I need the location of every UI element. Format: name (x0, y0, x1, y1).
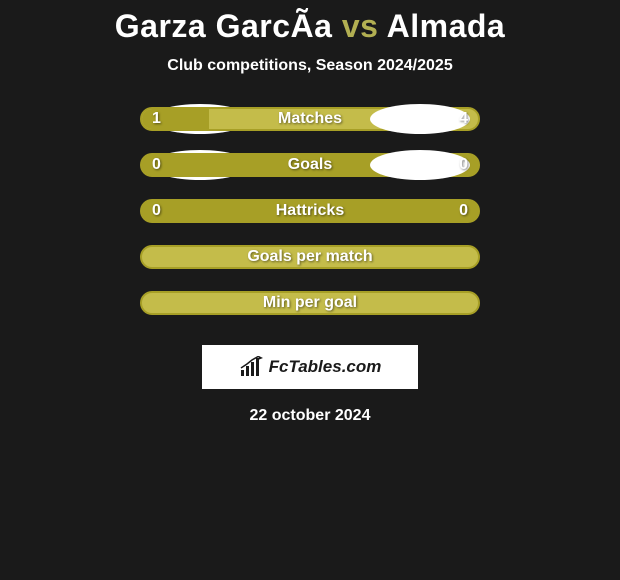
stat-bar: Goals per match (140, 245, 480, 269)
chart-icon (239, 356, 265, 378)
subtitle: Club competitions, Season 2024/2025 (167, 57, 452, 75)
stat-bar: 00Goals (140, 153, 480, 177)
stat-label: Hattricks (142, 202, 478, 220)
logo-text: FcTables.com (269, 357, 382, 377)
stat-row: 00Hattricks (140, 199, 480, 223)
stat-row: 00Goals (140, 153, 480, 177)
title-player2: Almada (387, 8, 506, 44)
title-player1: Garza GarcÃa (115, 8, 333, 44)
stat-label: Min per goal (142, 294, 478, 312)
stat-bar: Min per goal (140, 291, 480, 315)
stat-row: 14Matches (140, 107, 480, 131)
page-title: Garza GarcÃa vs Almada (115, 8, 505, 45)
comparison-container: Garza GarcÃa vs Almada Club competitions… (0, 0, 620, 580)
bars-list: 14Matches 00Goals 00Hattricks Goals per mat… (140, 107, 480, 337)
stat-label: Goals per match (142, 248, 478, 266)
stat-label: Goals (142, 156, 478, 174)
stat-label: Matches (142, 110, 478, 128)
date-label: 22 october 2024 (250, 407, 371, 425)
stat-row: Goals per match (140, 245, 480, 269)
stat-bar: 14Matches (140, 107, 480, 131)
source-logo: FcTables.com (202, 345, 418, 389)
stat-row: Min per goal (140, 291, 480, 315)
stat-bar: 00Hattricks (140, 199, 480, 223)
title-vs: vs (342, 8, 379, 44)
